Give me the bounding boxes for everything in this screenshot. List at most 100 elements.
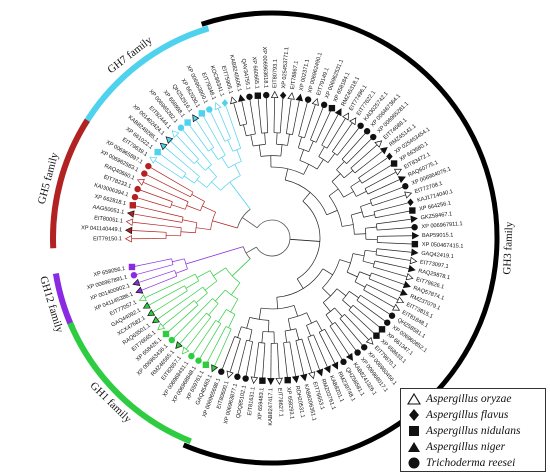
branch-line xyxy=(347,327,363,346)
filled-triangle-icon xyxy=(379,147,388,155)
triangle-icon xyxy=(349,117,357,126)
square-icon xyxy=(154,148,161,156)
branch-line xyxy=(210,112,220,131)
branch-line xyxy=(367,157,388,172)
branch-arc xyxy=(306,320,317,326)
branch-line xyxy=(145,280,182,298)
branch-line xyxy=(171,204,186,210)
branch-line xyxy=(228,314,236,328)
family-arc xyxy=(50,118,90,249)
branch-line xyxy=(314,107,324,130)
triangle-icon xyxy=(181,346,190,355)
branch-line xyxy=(380,186,403,197)
branch-line xyxy=(332,142,340,152)
branch-line xyxy=(306,312,312,324)
branch-line xyxy=(204,280,218,291)
branch-line xyxy=(246,317,251,329)
circle-icon xyxy=(320,101,328,109)
family-label: GH3 family xyxy=(501,221,515,275)
branch-line xyxy=(196,161,206,171)
branch-line xyxy=(359,144,378,161)
circle-icon xyxy=(384,319,391,326)
triangle-icon xyxy=(311,97,319,106)
branch-line xyxy=(346,155,355,164)
branch-line xyxy=(175,268,188,274)
branch-line xyxy=(376,222,388,225)
branch-line xyxy=(385,263,409,269)
filled-triangle-icon xyxy=(295,93,303,102)
branch-line xyxy=(354,165,365,174)
branch-line xyxy=(306,325,311,337)
branch-line xyxy=(369,301,390,315)
branch-line xyxy=(294,100,300,124)
branch-line xyxy=(318,332,325,343)
branch-line xyxy=(284,168,289,181)
branch-line xyxy=(350,180,361,188)
triangle-icon xyxy=(124,234,132,243)
filled-triangle-icon xyxy=(211,364,219,373)
branch-line xyxy=(237,326,242,338)
branch-line xyxy=(315,131,322,143)
square-icon xyxy=(409,426,419,436)
circle-icon xyxy=(131,193,139,201)
branch-line xyxy=(146,174,178,191)
triangle-icon xyxy=(149,156,158,164)
branch-line xyxy=(162,309,183,326)
branch-line xyxy=(388,227,412,230)
filled-triangle-icon xyxy=(124,226,133,235)
branch-line xyxy=(373,295,394,308)
branch-line xyxy=(262,354,265,378)
branch-line xyxy=(360,294,371,302)
branch-line xyxy=(326,114,339,136)
filled-triangle-icon xyxy=(407,264,416,273)
branch-line xyxy=(284,330,288,343)
filled-triangle-icon xyxy=(300,373,308,382)
branch-arc xyxy=(336,169,345,179)
triangle-icon xyxy=(230,96,238,105)
branch-line xyxy=(192,332,208,354)
branch-arc xyxy=(329,322,336,327)
branch-line xyxy=(172,258,185,263)
branch-line xyxy=(254,353,258,377)
square-icon xyxy=(198,110,206,117)
branch-line xyxy=(165,147,191,169)
branch-line xyxy=(134,260,160,267)
legend-row-reesei: Trichoderma reesei xyxy=(407,455,539,471)
square-icon xyxy=(328,104,336,112)
branch-line xyxy=(200,140,209,152)
branch-line xyxy=(326,210,338,216)
branch-line xyxy=(191,194,205,202)
branch-arc xyxy=(365,228,367,240)
filled-triangle-icon xyxy=(410,215,418,223)
circle-icon xyxy=(218,368,225,375)
branch-line xyxy=(185,246,244,265)
branch-line xyxy=(186,205,201,212)
branch-arc xyxy=(240,123,247,126)
filled-triangle-icon xyxy=(399,288,408,296)
branch-line xyxy=(283,342,286,355)
triangle-icon xyxy=(136,178,145,186)
branch-line xyxy=(189,168,200,177)
diamond-icon xyxy=(279,91,287,100)
branch-line xyxy=(189,124,202,142)
square-icon xyxy=(411,240,419,248)
branch-line xyxy=(354,281,366,288)
circle-icon xyxy=(242,375,249,382)
leaf-label: XP 041140449.1 xyxy=(81,225,122,233)
branch-line xyxy=(159,153,177,167)
branch-line xyxy=(375,215,387,219)
triangle-icon xyxy=(275,377,283,386)
branch-line xyxy=(148,292,172,306)
triangle-icon xyxy=(138,294,147,302)
branch-line xyxy=(215,289,226,302)
leaf-label: EIT79150.1 xyxy=(93,236,122,242)
branch-line xyxy=(159,258,172,262)
branch-line xyxy=(343,170,354,179)
branch-line xyxy=(180,184,194,193)
branch-line xyxy=(189,149,199,160)
branch-line xyxy=(203,154,212,165)
branch-line xyxy=(346,271,358,278)
filled-triangle-icon xyxy=(132,278,141,286)
triangle-icon xyxy=(409,256,418,265)
branch-line xyxy=(352,253,365,257)
